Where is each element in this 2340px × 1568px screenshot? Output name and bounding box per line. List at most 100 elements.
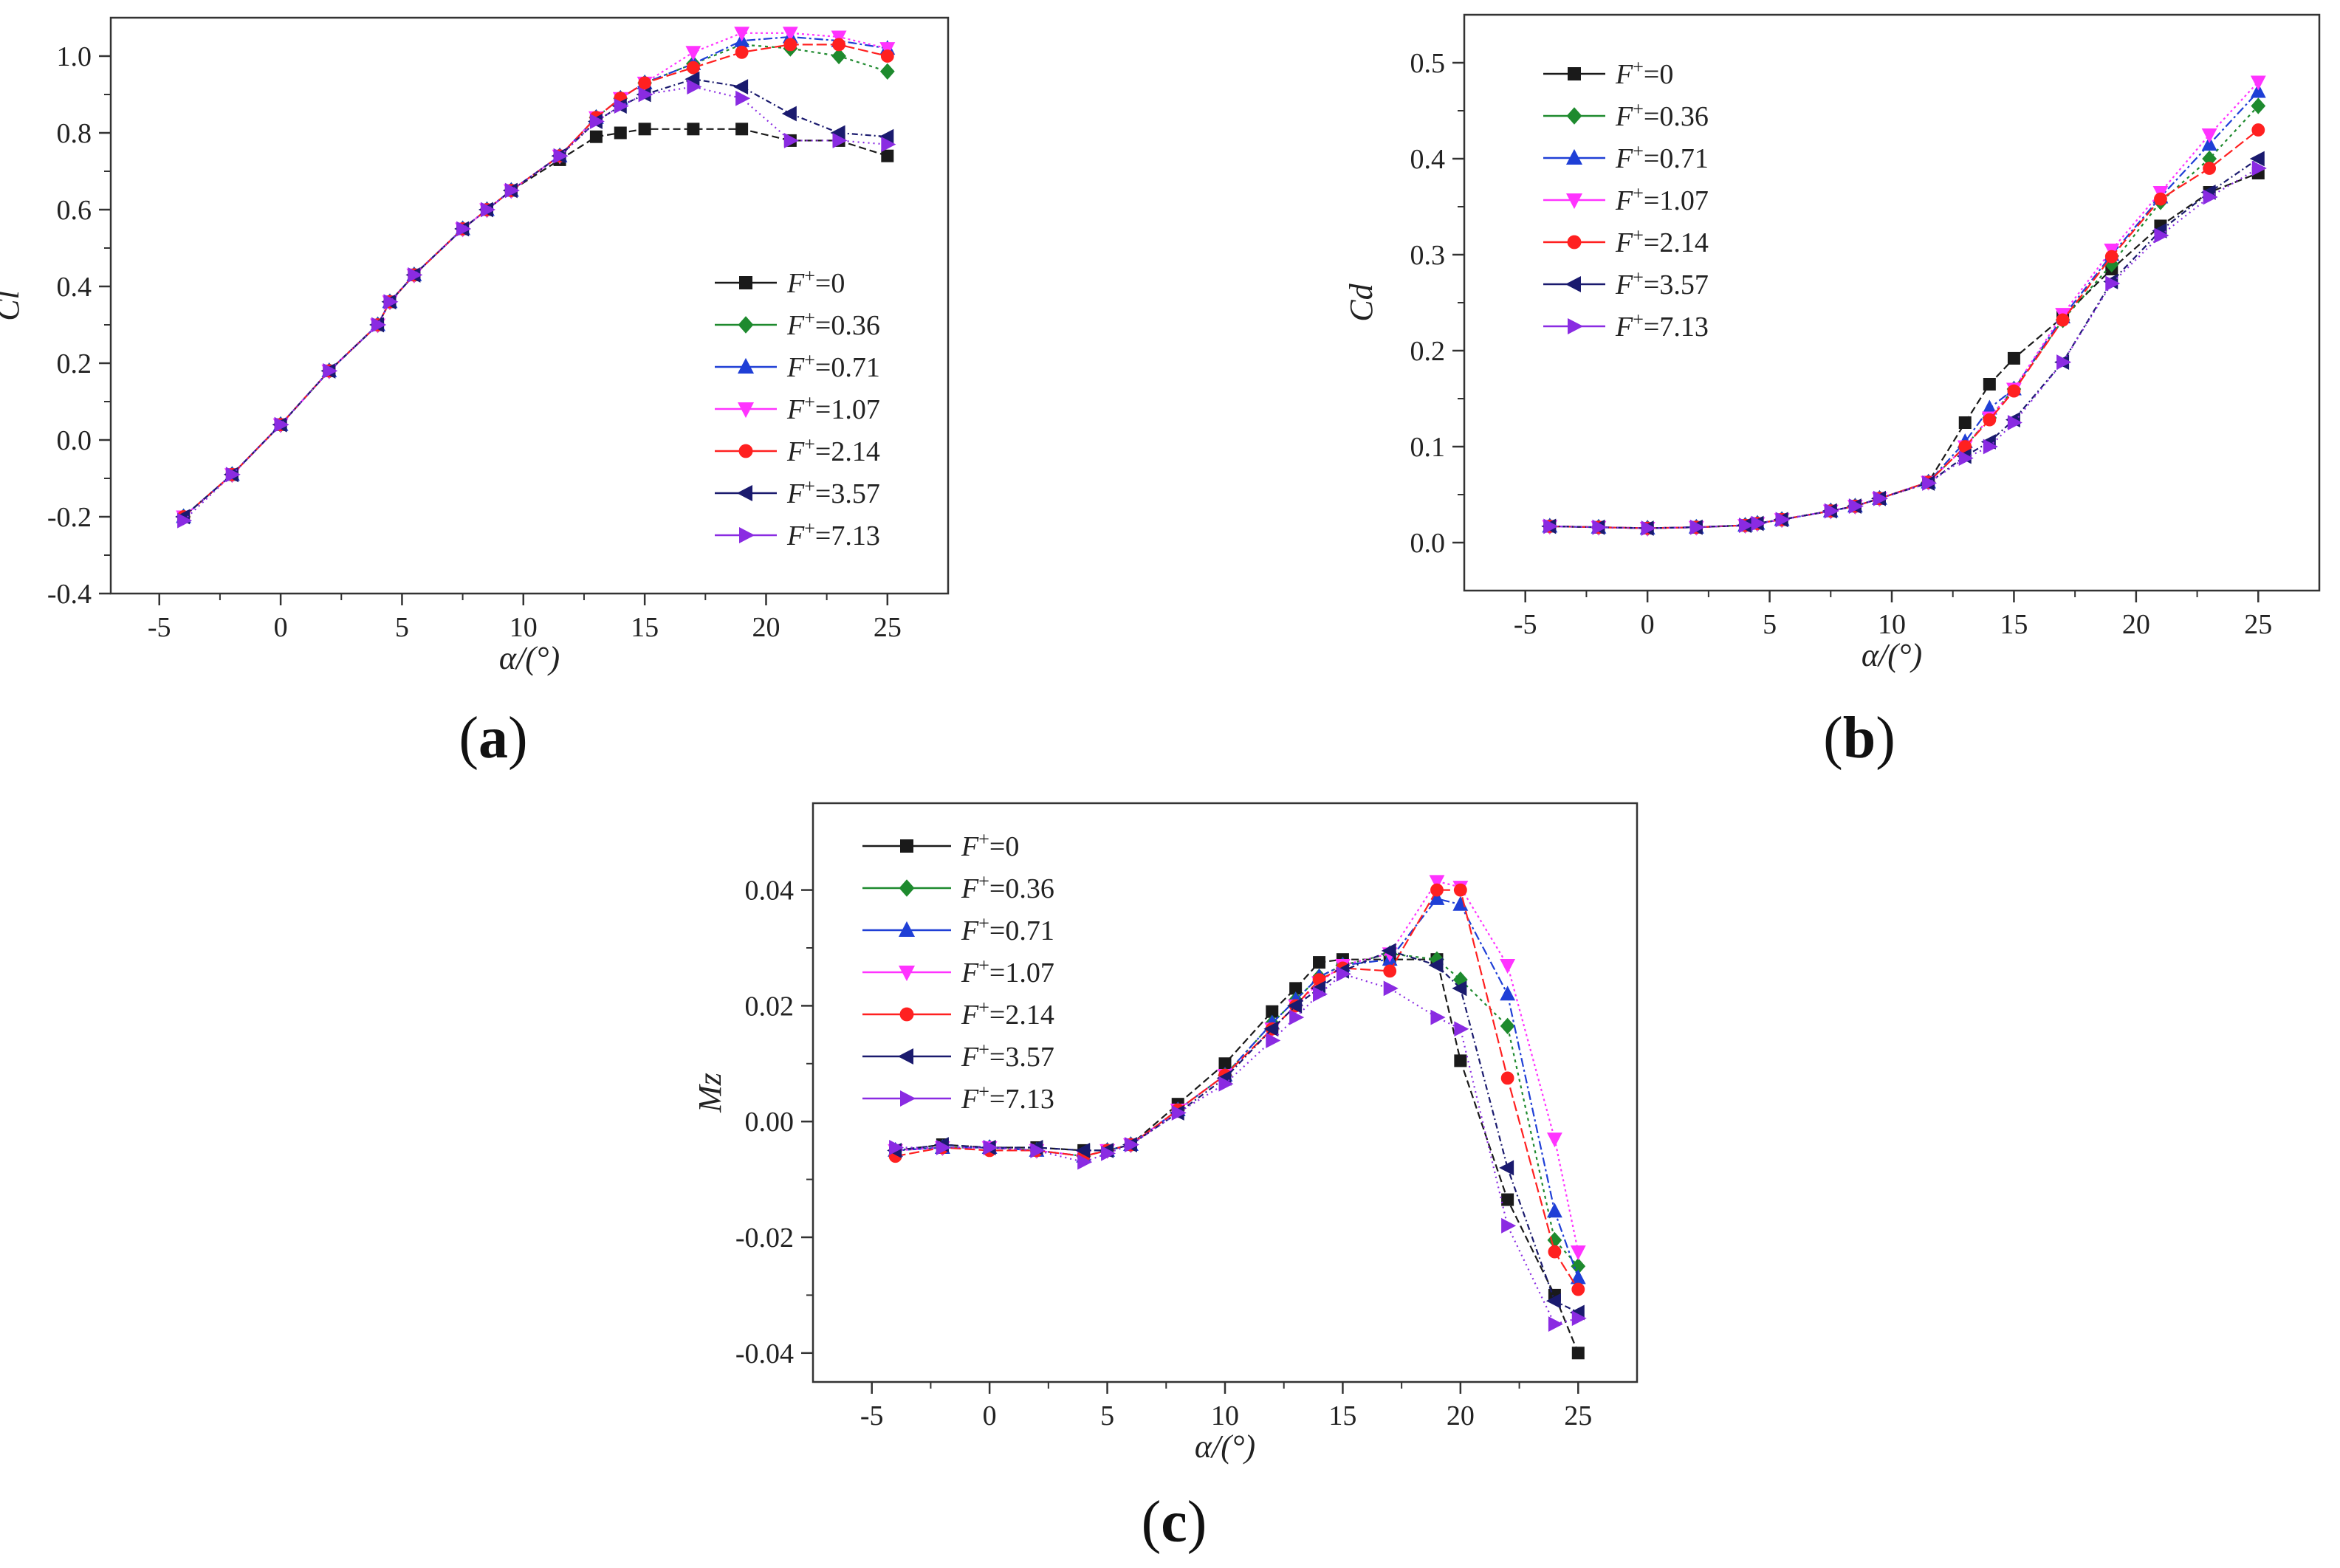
chart-c-series-3-point [1429, 875, 1445, 890]
chart-b-series-0-point [2007, 351, 2020, 365]
chart-b-legend-entry: F+=0 [1615, 56, 1673, 90]
chart-c-xtick-label: 15 [1328, 1400, 1356, 1431]
chart-a-series-5-line [182, 78, 888, 517]
chart-c-frame [812, 802, 1639, 1383]
chart-c-series-6-point [1077, 1154, 1093, 1170]
chart-c-series-1-point [1500, 1017, 1515, 1034]
chart-a-xtick-label: 20 [752, 612, 780, 643]
chart-c-series-6-point [1454, 1021, 1469, 1037]
chart-b-legend-value: =3.57 [1644, 269, 1709, 300]
chart-b-series-5-point [2249, 151, 2265, 167]
chart-c-series-5-point [1452, 980, 1467, 997]
chart-c-legend-var: F [961, 915, 979, 946]
chart-a-series-0-point [614, 126, 627, 140]
chart-a-series-1-point [879, 63, 895, 80]
chart-b-series-6-point [1983, 439, 1998, 455]
chart-b-xtick-label: 15 [2000, 609, 2028, 640]
chart-c-series-6-point [1266, 1033, 1281, 1048]
chart-a-series-5-point [781, 106, 797, 122]
chart-a-legend-sup: + [804, 391, 815, 413]
chart-a-series-6-point [614, 98, 629, 114]
chart-b-legend-marker [1565, 148, 1583, 165]
chart-b-legend-value: =7.13 [1644, 312, 1709, 343]
chart-c-ytick-label: -0.04 [735, 1338, 794, 1369]
chart-b-series-0-point [1983, 378, 1996, 391]
chart-b-legend-sup: + [1633, 309, 1644, 330]
chart-c-series-6-point [936, 1140, 951, 1155]
chart-a-ytick-label: -0.2 [47, 502, 92, 533]
chart-c-legend-marker [899, 879, 915, 897]
chart-a-series-1-point [831, 47, 846, 65]
chart-a-series-6 [177, 79, 896, 529]
chart-b-series-6-point [2203, 189, 2218, 205]
chart-b-series-4-point [2056, 313, 2070, 327]
chart-c-series-4-point [1571, 1282, 1585, 1296]
chart-a-series-6-line [182, 86, 888, 521]
chart-a-legend-var: F [786, 268, 805, 299]
chart-b-series-6-point [1775, 512, 1791, 528]
panel-label-a: (a) [459, 706, 527, 771]
chart-b-legend-entry: F+=1.07 [1615, 182, 1709, 216]
chart-c-legend-entry: F+=0.71 [961, 912, 1054, 946]
chart-c-legend-sup: + [978, 870, 989, 892]
chart-c-xtick-label: 25 [1564, 1400, 1592, 1431]
chart-a-legend-marker [738, 444, 753, 458]
chart-b-legend: F+=0F+=0.36F+=0.71F+=1.07F+=2.14F+=3.57F… [1543, 56, 1709, 343]
chart-a-series-6-point [383, 294, 399, 310]
chart-a-ylabel: Cl [0, 290, 26, 321]
chart-a-series-6-point [881, 137, 896, 153]
chart-c-series-2-point [1546, 1203, 1562, 1218]
chart-b-series-4-point [1983, 413, 1997, 427]
chart-a-legend-entry: F+=0.36 [786, 307, 880, 341]
chart-c-series-5-point [1287, 997, 1303, 1014]
chart-c-series-6-point [983, 1140, 998, 1155]
chart-c-legend-value: =3.57 [989, 1042, 1054, 1073]
chart-b-xlabel: α/(°) [1862, 637, 1922, 673]
chart-c-series-4-point [1453, 883, 1467, 897]
chart-a-ytick-label: 0.4 [57, 272, 92, 303]
chart-a-legend-value: =7.13 [815, 520, 880, 551]
chart-b-series-6-point [2251, 160, 2267, 176]
chart-b-legend-var: F [1615, 269, 1633, 300]
chart-b-ytick-label: 0.2 [1410, 336, 1446, 367]
chart-a-legend-marker [739, 526, 755, 544]
chart-c-legend-value: =1.07 [989, 957, 1054, 988]
chart-c-series-3-point [1546, 1132, 1562, 1148]
chart-c-series-6-point [889, 1140, 905, 1155]
chart-c-series-5-point [1545, 1293, 1561, 1309]
chart-c-series-3-point [1570, 1245, 1586, 1261]
chart-b-series-0-point [1958, 416, 1972, 429]
chart-b-series-6-point [1958, 450, 1974, 467]
chart-a-series-6-point [553, 148, 569, 164]
chart-b-legend-value: =2.14 [1644, 227, 1709, 258]
chart-a-series-4-point [735, 45, 749, 59]
chart-a-legend-value: =1.07 [815, 394, 880, 425]
chart-a-legend-marker [736, 484, 752, 502]
chart-c-legend-entry: F+=3.57 [961, 1039, 1054, 1073]
chart-c-legend: F+=0F+=0.36F+=0.71F+=1.07F+=2.14F+=3.57F… [862, 828, 1054, 1115]
chart-c-series-5-point [1381, 943, 1396, 959]
chart-a-legend-entry: F+=2.14 [786, 433, 880, 467]
chart-c-legend-entry: F+=1.07 [961, 955, 1054, 988]
chart-a-series-6-point [371, 317, 387, 333]
chart-b-series-4-point [2203, 162, 2217, 175]
chart-b-legend-marker [1565, 275, 1581, 293]
chart-a-series-3-point [734, 27, 750, 42]
chart-c-legend-sup: + [978, 955, 989, 976]
chart-c-series-6-point [1218, 1076, 1234, 1092]
chart-b-legend-var: F [1615, 227, 1633, 258]
chart-c-series-3-point [1500, 959, 1516, 974]
chart-c-legend-value: =0.71 [989, 915, 1054, 946]
chart-c-legend-entry: F+=7.13 [961, 1081, 1054, 1115]
chart-a-legend-value: =0.71 [815, 352, 880, 383]
chart-c-series-0-point [1313, 956, 1326, 969]
chart-b-xtick-label: -5 [1514, 609, 1537, 640]
chart-a-legend-marker [739, 276, 752, 289]
chart-a-series-6-point [504, 182, 520, 199]
chart-c-legend-marker [900, 1090, 916, 1107]
chart-b-series-2-point [2250, 83, 2266, 98]
chart-b-series-1-point [2251, 97, 2266, 114]
chart-a-series-0-point [589, 130, 603, 143]
chart-a-series-6-point [735, 90, 751, 106]
